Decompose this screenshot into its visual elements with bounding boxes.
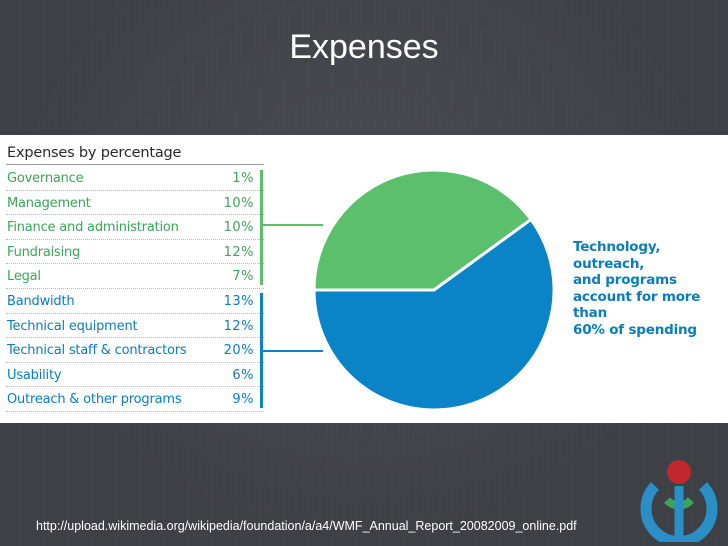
- category-label: Technical staff & contractors: [7, 343, 187, 359]
- pie-slice-admin-group: [312, 168, 534, 292]
- category-label: Governance: [7, 171, 84, 186]
- percentage-value: 6%: [232, 367, 254, 383]
- table-row: Fundraising 12%: [6, 240, 264, 265]
- table-row: Outreach & other programs 9%: [6, 387, 264, 412]
- source-link[interactable]: http://upload.wikimedia.org/wikipedia/fo…: [36, 519, 577, 533]
- percentage-value: 13%: [223, 293, 254, 309]
- percentage-value: 12%: [223, 244, 254, 260]
- annotation-line: and programs: [573, 272, 677, 288]
- percentage-value: 9%: [232, 392, 254, 408]
- table-row: Bandwidth 13%: [6, 289, 264, 314]
- percentage-value: 7%: [232, 269, 254, 285]
- category-label: Finance and administration: [7, 220, 179, 236]
- table-row: Technical staff & contractors 20%: [6, 338, 264, 363]
- heading-rule: [6, 164, 264, 165]
- table-row: Management 10%: [6, 191, 264, 216]
- slide-title: Expenses: [289, 28, 439, 66]
- blue-group-bracket: [260, 293, 263, 408]
- annotation-line: account for more than: [573, 288, 701, 322]
- blue-leader-line: [263, 350, 323, 352]
- chart-title: Expenses by percentage: [7, 145, 182, 161]
- percentage-value: 1%: [232, 171, 254, 186]
- chart-annotation: Technology, outreach, and programs accou…: [573, 239, 723, 338]
- category-label: Usability: [7, 367, 62, 383]
- green-group-bracket: [260, 170, 263, 285]
- percentage-value: 10%: [223, 220, 254, 236]
- green-leader-line: [263, 224, 323, 226]
- table-row: Legal 7%: [6, 264, 264, 289]
- expense-table: Governance 1% Management 10% Finance and adm…: [6, 166, 264, 412]
- category-label: Fundraising: [7, 244, 81, 260]
- table-row: Usability 6%: [6, 363, 264, 388]
- percentage-value: 12%: [223, 318, 254, 334]
- expenses-chart-panel: Expenses by percentage Governance 1% Manag…: [0, 135, 728, 423]
- category-label: Bandwidth: [7, 293, 75, 309]
- annotation-line: Technology, outreach,: [573, 239, 661, 272]
- category-label: Outreach & other programs: [7, 392, 182, 408]
- category-label: Legal: [7, 269, 41, 285]
- category-label: Technical equipment: [7, 318, 138, 334]
- percentage-value: 20%: [223, 343, 254, 359]
- table-row: Technical equipment 12%: [6, 314, 264, 339]
- pie-chart: [312, 168, 556, 412]
- pie-slice-technology-group: [312, 217, 556, 412]
- table-row: Governance 1%: [6, 166, 264, 191]
- table-row: Finance and administration 10%: [6, 215, 264, 240]
- wikimedia-logo-icon: [640, 460, 718, 542]
- category-label: Management: [7, 195, 91, 211]
- percentage-value: 10%: [223, 195, 254, 211]
- annotation-line: 60% of spending: [573, 321, 697, 338]
